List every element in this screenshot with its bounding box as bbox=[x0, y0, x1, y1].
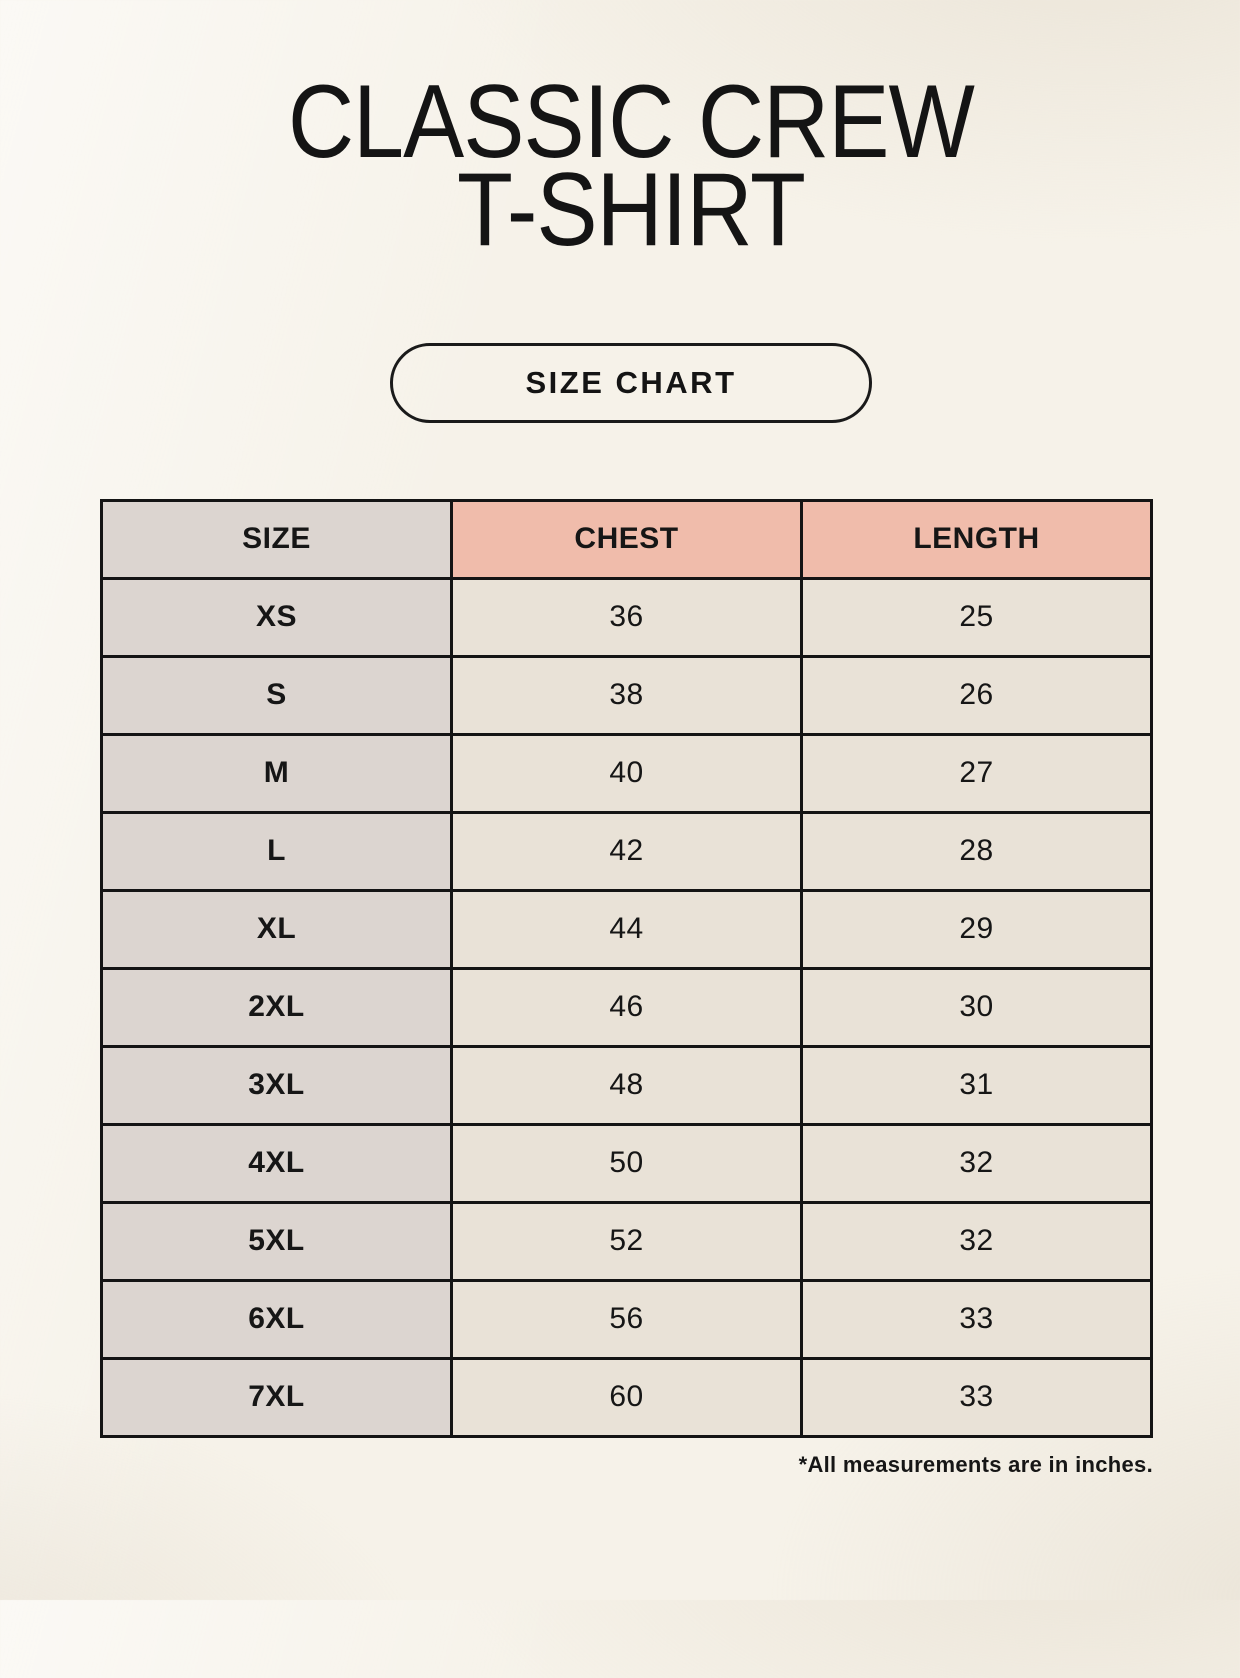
size-cell: L bbox=[100, 810, 453, 892]
length-cell: 32 bbox=[800, 1122, 1153, 1204]
page-title-line2: T-SHIRT bbox=[456, 152, 806, 269]
table-row: M 40 27 bbox=[100, 732, 1153, 814]
column-header-size: SIZE bbox=[100, 498, 453, 580]
length-cell: 31 bbox=[800, 1044, 1153, 1126]
page-title: CLASSIC CREW T-SHIRT bbox=[95, 64, 1167, 269]
table-row: XL 44 29 bbox=[100, 888, 1153, 970]
size-cell: M bbox=[100, 732, 453, 814]
size-cell: 7XL bbox=[100, 1356, 453, 1438]
size-chart-button-label: SIZE CHART bbox=[525, 364, 737, 400]
chest-cell: 46 bbox=[450, 966, 803, 1048]
size-cell: S bbox=[100, 654, 453, 736]
size-cell: XL bbox=[100, 888, 453, 970]
table-row: S 38 26 bbox=[100, 654, 1153, 736]
length-cell: 33 bbox=[800, 1356, 1153, 1438]
size-chart-button[interactable]: SIZE CHART bbox=[390, 342, 872, 423]
table-body: XS 36 25 S 38 26 M 40 27 L 42 28 XL 44 29 2XL 46 30 3XL 48 3… bbox=[100, 576, 1153, 1438]
table-row: 7XL 60 33 bbox=[100, 1356, 1153, 1438]
size-cell: 3XL bbox=[100, 1044, 453, 1126]
length-cell: 29 bbox=[800, 888, 1153, 970]
size-cell: 2XL bbox=[100, 966, 453, 1048]
size-chart-page: CLASSIC CREW T-SHIRT SIZE CHART SIZE CHE… bbox=[0, 64, 1240, 1478]
length-cell: 28 bbox=[800, 810, 1153, 892]
chest-cell: 38 bbox=[450, 654, 803, 736]
table-row: 2XL 46 30 bbox=[100, 966, 1153, 1048]
chest-cell: 50 bbox=[450, 1122, 803, 1204]
size-cell: XS bbox=[100, 576, 453, 658]
table-row: 6XL 56 33 bbox=[100, 1278, 1153, 1360]
length-cell: 30 bbox=[800, 966, 1153, 1048]
chest-cell: 60 bbox=[450, 1356, 803, 1438]
chest-cell: 40 bbox=[450, 732, 803, 814]
size-chart-table: SIZE CHEST LENGTH XS 36 25 S 38 26 M 40 27 L 42 28 X… bbox=[100, 498, 1153, 1438]
length-cell: 32 bbox=[800, 1200, 1153, 1282]
chest-cell: 42 bbox=[450, 810, 803, 892]
length-cell: 33 bbox=[800, 1278, 1153, 1360]
table-row: 3XL 48 31 bbox=[100, 1044, 1153, 1126]
size-cell: 4XL bbox=[100, 1122, 453, 1204]
table-row: 5XL 52 32 bbox=[100, 1200, 1153, 1282]
length-cell: 26 bbox=[800, 654, 1153, 736]
chest-cell: 44 bbox=[450, 888, 803, 970]
table-header-row: SIZE CHEST LENGTH bbox=[100, 498, 1153, 580]
length-cell: 25 bbox=[800, 576, 1153, 658]
chest-cell: 52 bbox=[450, 1200, 803, 1282]
table-row: L 42 28 bbox=[100, 810, 1153, 892]
title-block: CLASSIC CREW T-SHIRT SIZE CHART bbox=[0, 64, 1240, 423]
chest-cell: 48 bbox=[450, 1044, 803, 1126]
length-cell: 27 bbox=[800, 732, 1153, 814]
chest-cell: 36 bbox=[450, 576, 803, 658]
chest-cell: 56 bbox=[450, 1278, 803, 1360]
measurements-footnote: *All measurements are in inches. bbox=[798, 1451, 1153, 1477]
column-header-chest: CHEST bbox=[450, 498, 803, 580]
size-cell: 5XL bbox=[100, 1200, 453, 1282]
table-row: 4XL 50 32 bbox=[100, 1122, 1153, 1204]
page-title-line1: CLASSIC CREW bbox=[287, 64, 975, 180]
column-header-length: LENGTH bbox=[800, 498, 1153, 580]
size-cell: 6XL bbox=[100, 1278, 453, 1360]
table-row: XS 36 25 bbox=[100, 576, 1153, 658]
